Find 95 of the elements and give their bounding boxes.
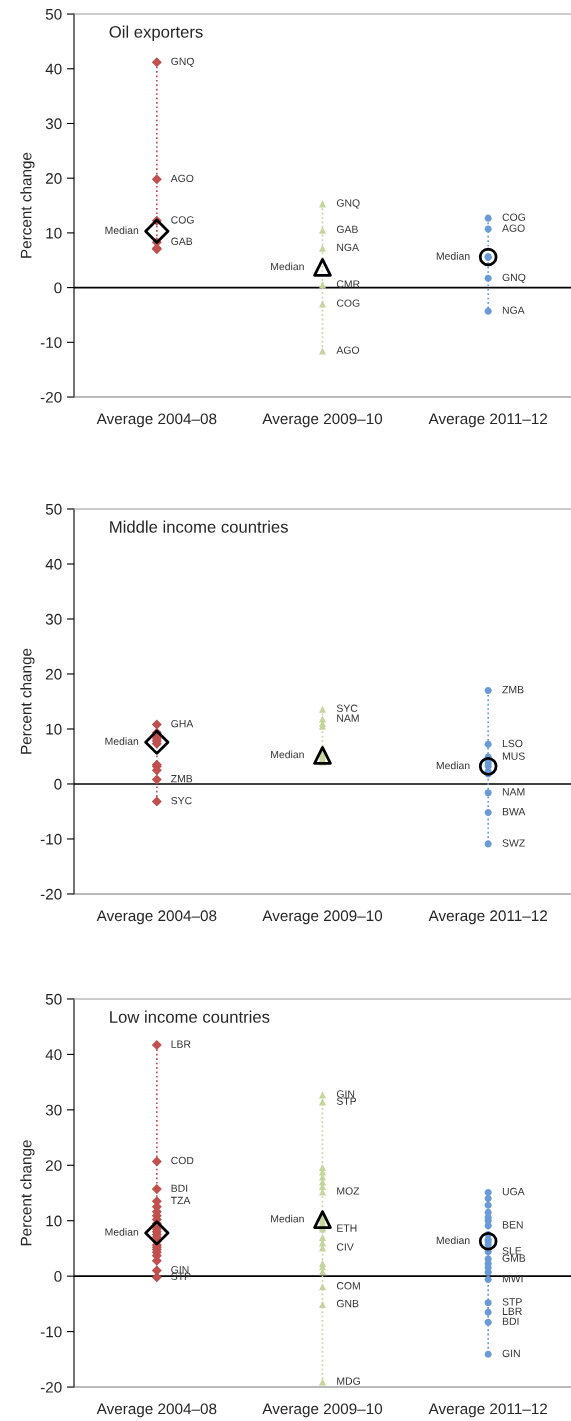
y-tick-label: 10 xyxy=(46,723,62,735)
annotation: AGO xyxy=(336,346,360,354)
annotation: GIN xyxy=(171,1266,189,1274)
x-tick-label: Average 2009–10 xyxy=(262,413,383,428)
text: Middle income countries xyxy=(110,520,288,533)
y-tick-label: -10 xyxy=(40,337,62,349)
y-tick-label: 0 xyxy=(54,1271,62,1282)
y-tick-label: 0 xyxy=(54,282,62,294)
x-tick-label: Average 2004–08 xyxy=(96,413,217,428)
y-tick-label: 50 xyxy=(45,8,62,20)
y-tick-label: -10 xyxy=(40,833,62,845)
y-tick-label: -20 xyxy=(40,1381,62,1393)
annotation: GNQ xyxy=(171,57,194,67)
annotation: ETH xyxy=(337,1224,357,1232)
annotation: Median xyxy=(271,1214,304,1223)
y-tick-label: 20 xyxy=(45,1160,62,1171)
y-tick-label: 30 xyxy=(45,1104,62,1116)
annotation: ZMB xyxy=(171,775,193,783)
annotation: NGA xyxy=(502,306,525,314)
annotation: AGO xyxy=(170,174,194,183)
y-axis-title: Percent change xyxy=(20,1140,35,1246)
annotation: ZMB xyxy=(502,686,524,694)
annotation: TZA xyxy=(170,1196,191,1205)
y-axis-title: Percent change xyxy=(20,152,35,258)
y-tick-label: 50 xyxy=(45,503,62,515)
y-tick-label: 50 xyxy=(45,993,62,1005)
y-tick-label: 30 xyxy=(45,118,62,130)
annotation: GIN xyxy=(502,1349,520,1358)
x-tick-label: Average 2009–10 xyxy=(262,1403,383,1418)
annotation: STP xyxy=(336,1097,357,1105)
annotation: NAM xyxy=(502,788,525,796)
annotation: SWZ xyxy=(502,839,525,847)
annotation: Median xyxy=(436,761,470,770)
annotation: Median xyxy=(105,737,139,745)
annotation: GMB xyxy=(502,1254,526,1262)
y-tick-label: 20 xyxy=(45,173,62,184)
y-tick-label: 40 xyxy=(45,63,62,75)
y-tick-label: 30 xyxy=(45,613,62,625)
annotation: COG xyxy=(502,213,526,221)
annotation: COD xyxy=(171,1156,194,1165)
annotation: Median xyxy=(105,1228,139,1236)
annotation: Median xyxy=(271,750,304,759)
annotation: SLE xyxy=(502,1247,522,1255)
annotation: Median xyxy=(105,226,139,235)
y-tick-label: 40 xyxy=(45,558,62,570)
y-tick-label: 0 xyxy=(54,778,62,790)
annotation: NAM xyxy=(337,714,359,722)
x-tick-label: Average 2011–12 xyxy=(428,413,548,428)
annotation: LBR xyxy=(502,1307,522,1315)
text: Oil exporters xyxy=(109,25,203,42)
annotation: GNB xyxy=(336,1299,359,1308)
annotation: GNQ xyxy=(336,199,360,209)
x-tick-label: Average 2004–08 xyxy=(96,910,217,925)
annotation: STP xyxy=(502,1298,522,1306)
y-tick-label: 10 xyxy=(46,227,62,239)
annotation: GAB xyxy=(171,237,193,245)
y-tick-label: 10 xyxy=(46,1215,62,1227)
y-axis-title: Percent change xyxy=(20,648,35,754)
annotation: CIV xyxy=(336,1243,354,1251)
annotation: COG xyxy=(171,216,194,224)
y-tick-label: 40 xyxy=(45,1049,62,1061)
annotation: SYC xyxy=(171,796,192,805)
annotation: BEN xyxy=(502,1221,523,1229)
annotation: MDG xyxy=(337,1377,360,1385)
annotation: MWI xyxy=(502,1275,523,1283)
annotation: MUS xyxy=(502,752,525,760)
annotation: MOZ xyxy=(337,1187,360,1195)
annotation: LSO xyxy=(502,739,523,748)
annotation: CMR xyxy=(336,280,360,288)
y-tick-label: -20 xyxy=(40,888,62,900)
y-tick-label: 20 xyxy=(45,668,62,680)
annotation: AGO xyxy=(502,224,525,232)
annotation: NGA xyxy=(337,243,359,252)
annotation: GIN xyxy=(336,1090,355,1098)
annotation: GHA xyxy=(171,719,194,728)
annotation: COG xyxy=(336,299,360,307)
x-tick-label: Average 2004–08 xyxy=(96,1403,217,1418)
annotation: BDI xyxy=(171,1184,188,1192)
annotation: BDI xyxy=(502,1317,519,1325)
x-tick-label: Average 2011–12 xyxy=(428,1403,548,1418)
annotation: GNQ xyxy=(502,273,526,283)
annotation: GAB xyxy=(336,225,358,233)
x-tick-label: Average 2011–12 xyxy=(428,910,548,925)
x-tick-label: Average 2009–10 xyxy=(262,910,383,925)
annotation: LBR xyxy=(171,1040,191,1048)
text: Low income countries xyxy=(110,1010,270,1023)
y-tick-label: -10 xyxy=(40,1326,62,1338)
annotation: BWA xyxy=(502,808,526,816)
annotation: UGA xyxy=(502,1187,525,1196)
annotation: SYC xyxy=(336,704,358,712)
annotation: Median xyxy=(436,252,470,260)
y-tick-label: -20 xyxy=(40,391,62,403)
annotation: Median xyxy=(436,1236,470,1245)
annotation: COM xyxy=(336,1282,360,1290)
annotation: Median xyxy=(271,262,304,271)
